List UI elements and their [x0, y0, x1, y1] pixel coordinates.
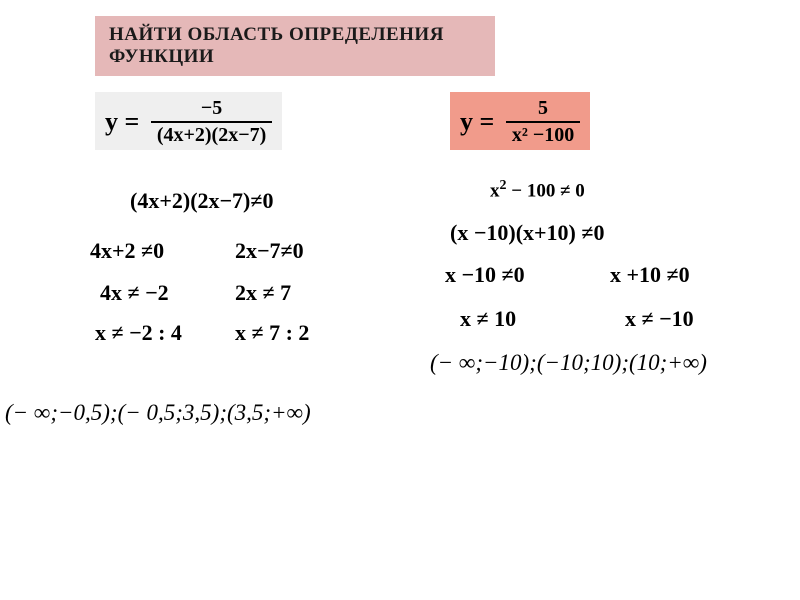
- title-line2: ФУНКЦИИ: [109, 46, 214, 67]
- right-step-4: x ≠ 10: [460, 306, 516, 332]
- left-step-0: (4x+2)(2x−7)≠0: [130, 188, 273, 214]
- formula-right-yeq: y =: [460, 107, 494, 137]
- title-box: НАЙТИ ОБЛАСТЬ ОПРЕДЕЛЕНИЯ ФУНКЦИИ: [95, 16, 495, 76]
- formula-left-den: (4x+2)(2x−7): [151, 121, 272, 146]
- formula-left-frac: −5 (4x+2)(2x−7): [151, 98, 272, 146]
- formula-right-frac: 5 x² −100: [506, 98, 580, 146]
- left-step-4: 2x ≠ 7: [235, 280, 291, 306]
- left-step-1: 4x+2 ≠0: [90, 238, 164, 264]
- left-step-6: x ≠ 7 : 2: [235, 320, 309, 346]
- left-step-3: 4x ≠ −2: [100, 280, 169, 306]
- answer-right: (− ∞;−10);(−10;10);(10;+∞): [430, 350, 707, 376]
- answer-left: (− ∞;−0,5);(− 0,5;3,5);(3,5;+∞): [5, 400, 311, 426]
- formula-left-num: −5: [151, 98, 272, 121]
- title-line1: НАЙТИ ОБЛАСТЬ ОПРЕДЕЛЕНИЯ: [109, 24, 444, 45]
- left-step-5: x ≠ −2 : 4: [95, 320, 182, 346]
- right-step-5: x ≠ −10: [625, 306, 694, 332]
- formula-right: y = 5 x² −100: [450, 92, 590, 150]
- formula-left: y = −5 (4x+2)(2x−7): [95, 92, 282, 150]
- formula-right-num: 5: [506, 98, 580, 121]
- right-step-1: (x −10)(x+10) ≠0: [450, 220, 604, 246]
- right-step-0: x2 − 100 ≠ 0: [490, 178, 585, 202]
- formula-right-den: x² −100: [506, 121, 580, 146]
- right-step-3: x +10 ≠0: [610, 262, 690, 288]
- left-step-2: 2x−7≠0: [235, 238, 304, 264]
- formula-left-yeq: y =: [105, 107, 139, 137]
- right-step-2: x −10 ≠0: [445, 262, 525, 288]
